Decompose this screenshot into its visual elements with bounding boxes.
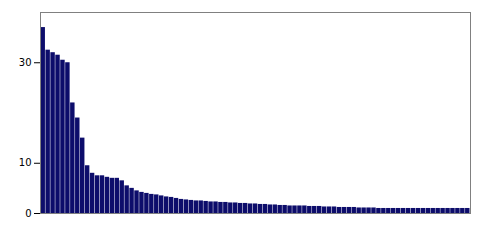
svg-text:30: 30: [19, 57, 32, 68]
svg-text:0: 0: [25, 208, 31, 219]
svg-text:10: 10: [19, 157, 32, 168]
